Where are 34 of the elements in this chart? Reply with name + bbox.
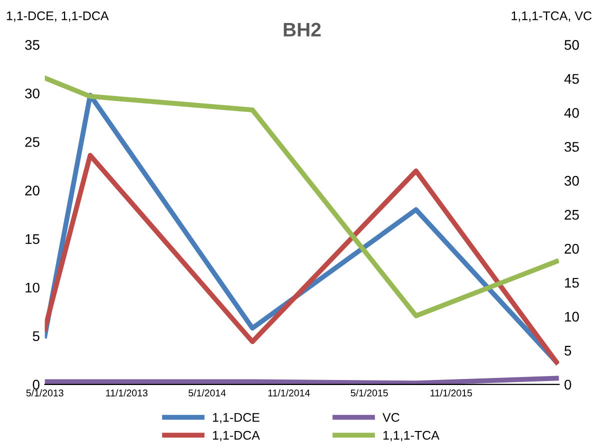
y2-axis-title: 1,1,1-TCA, VC <box>512 11 592 22</box>
x-tick-label: 11/1/2013 <box>106 389 148 396</box>
x-tick-label: 5/1/2015 <box>350 389 388 396</box>
y2-tick-label: 10 <box>565 312 579 322</box>
y-tick-label: 15 <box>26 234 40 244</box>
line-series <box>44 76 559 318</box>
y2-tick-label: 0 <box>564 380 572 390</box>
y-tick-label: 30 <box>25 88 40 98</box>
legend-label: 1,1-DCA <box>213 430 260 442</box>
y-tick-label: 25 <box>25 137 40 147</box>
x-tick-label: 5/1/2014 <box>188 389 226 396</box>
x-tick-label: 5/1/2013 <box>26 389 64 396</box>
y2-tick-label: 15 <box>565 278 579 288</box>
legend-label: VC <box>382 412 400 422</box>
y-tick-label: 10 <box>26 282 40 293</box>
y2-tick-label: 20 <box>564 244 579 254</box>
y2-tick-label: 35 <box>564 142 579 152</box>
y2-tick-label: 40 <box>564 108 579 118</box>
chart-title: BH2 <box>284 22 321 36</box>
y2-tick-label: 5 <box>564 346 572 356</box>
line-series <box>44 152 559 365</box>
y2-tick-label: 45 <box>564 74 579 84</box>
y-tick-label: 0 <box>32 380 40 390</box>
x-tick-label: 11/1/2015 <box>430 389 472 396</box>
x-tick-label: 11/1/2014 <box>268 389 310 396</box>
y2-tick-label: 30 <box>564 176 579 186</box>
y2-tick-label: 50 <box>564 40 579 50</box>
y-axis-title: 1,1-DCE, 1,1-DCA <box>6 11 109 22</box>
y-tick-label: 35 <box>25 40 40 50</box>
legend-label: 1,1-DCE <box>213 412 260 424</box>
legend-label: 1,1,1-TCA <box>383 430 440 442</box>
y2-tick-label: 25 <box>564 210 579 220</box>
y-tick-label: 5 <box>32 331 40 342</box>
y-tick-label: 20 <box>25 186 40 196</box>
